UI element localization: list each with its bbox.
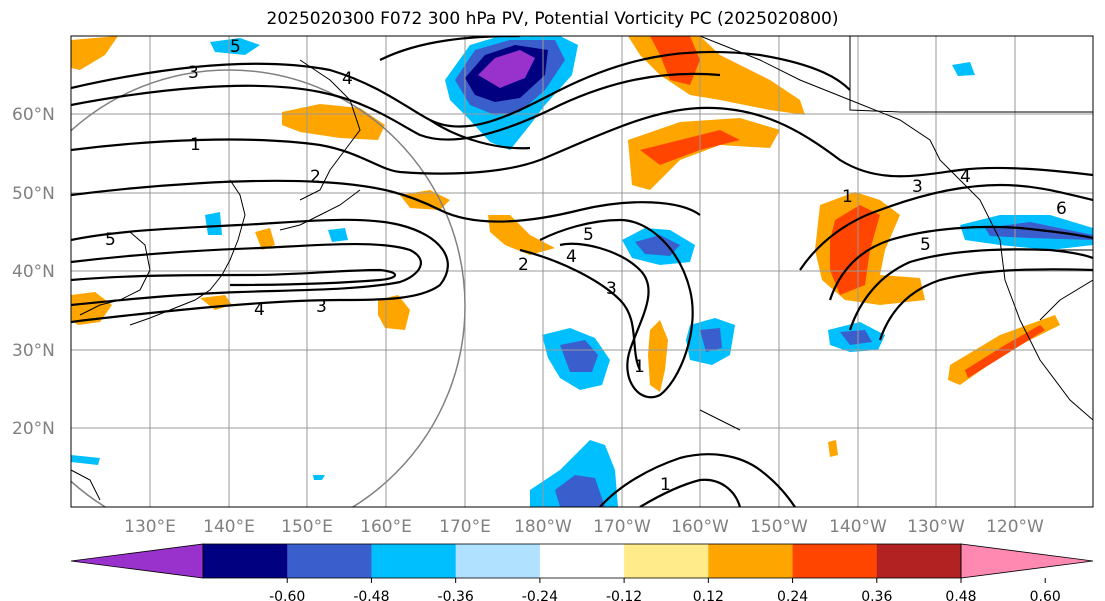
colorbar-tick-label: -0.12 (606, 589, 642, 601)
lon-label: 140°W (829, 517, 887, 537)
contour-label: 4 (960, 167, 971, 187)
colorbar-segment (371, 544, 457, 578)
colorbar-tick-label: 0.48 (945, 589, 976, 601)
contour-label: 2 (518, 255, 529, 275)
lon-label: 160°W (671, 517, 729, 537)
anomaly-negative (210, 38, 260, 55)
contour-label: 5 (230, 37, 241, 57)
anomaly-negative (840, 330, 872, 345)
colorbar-tick-label: 0.36 (861, 589, 892, 601)
colorbar-tick-label: -0.60 (269, 589, 305, 601)
lon-label: 130°E (124, 517, 176, 537)
contour-label: 3 (316, 297, 327, 317)
contour-label: 4 (566, 247, 577, 267)
anomaly-positive (628, 118, 780, 190)
anomaly-negative (328, 228, 348, 242)
contour-label: 6 (1056, 199, 1067, 219)
anomaly-negative (205, 212, 222, 235)
contour-label: 3 (912, 177, 923, 197)
anomaly-strong-positive (650, 36, 700, 85)
anomaly-positive (71, 36, 118, 70)
contour-label: 5 (583, 225, 594, 245)
contour-label: 2 (310, 167, 321, 187)
colorbar-tick-label: 0.12 (693, 589, 724, 601)
colorbar-extend-low (70, 543, 204, 579)
colorbar-segment (792, 544, 878, 578)
contour-label: 5 (920, 235, 931, 255)
range-circle (71, 69, 466, 507)
lon-label: 130°W (907, 517, 965, 537)
colorbar-segment (287, 544, 372, 578)
colorbar: -0.60 -0.48 -0.36 -0.24 -0.12 0.12 0.24 0.36 0.4… (70, 543, 1094, 601)
pv-contours (71, 36, 1093, 507)
anomaly-positive (488, 215, 555, 255)
lon-label: 150°E (281, 517, 333, 537)
colorbar-segment (708, 544, 794, 578)
colorbar-tick-label: 0.60 (1030, 589, 1061, 601)
anomaly-negative (952, 62, 975, 76)
anomaly-negative (635, 235, 680, 256)
contour-label: 1 (660, 475, 671, 495)
lon-label: 140°E (203, 517, 255, 537)
contour-label: 1 (634, 357, 645, 377)
colorbar-extend-high (960, 543, 1094, 579)
anomaly-negative (71, 455, 100, 465)
anomaly-positive (648, 320, 668, 392)
contour-label: 1 (190, 135, 201, 155)
anomaly-positive (828, 440, 838, 457)
anomaly-positive (255, 228, 275, 250)
lon-label: 180°W (514, 517, 572, 537)
contour-label: 1 (842, 187, 853, 207)
colorbar-tick-label: -0.24 (522, 589, 558, 601)
anomaly-strong-positive (965, 325, 1045, 378)
anomaly-negative (700, 328, 722, 352)
lon-label: 150°W (750, 517, 808, 537)
colorbar-segment (203, 544, 288, 578)
colorbar-segment (539, 544, 625, 578)
anomaly-negative (313, 475, 325, 480)
lat-label: 30°N (12, 341, 55, 361)
lon-label: 170°W (593, 517, 651, 537)
colorbar-segment (876, 544, 962, 578)
colorbar-segment (455, 544, 541, 578)
anomaly-negative (555, 475, 605, 507)
colorbar-outline (202, 543, 962, 579)
lon-label: 170°E (439, 517, 491, 537)
colorbar-tick-label: -0.36 (438, 589, 474, 601)
lat-label: 50°N (12, 184, 55, 204)
colorbar-tick-label: -0.48 (353, 589, 389, 601)
lat-axis: 60°N 50°N 40°N 30°N 20°N (12, 105, 55, 439)
map-title: 2025020300 F072 300 hPa PV, Potential Vo… (266, 9, 839, 29)
lon-label: 160°E (360, 517, 412, 537)
lon-axis: 130°E 140°E 150°E 160°E 170°E 180°W 170°… (124, 517, 1044, 537)
lat-label: 20°N (12, 419, 55, 439)
anomaly-extreme-negative (478, 50, 535, 88)
lat-label: 40°N (12, 262, 55, 282)
anomaly-negative (560, 340, 598, 372)
anomaly-strong-positive (640, 130, 740, 165)
contour-label: 4 (342, 69, 353, 89)
contour-label: 3 (606, 279, 617, 299)
contour-label: 5 (105, 230, 116, 250)
map-frame (70, 35, 1094, 508)
colorbar-tick-label: 0.24 (777, 589, 808, 601)
lat-label: 60°N (12, 105, 55, 125)
pv-shading (71, 36, 1093, 507)
lon-label: 120°W (986, 517, 1044, 537)
colorbar-segment (624, 544, 709, 578)
anomaly-positive (71, 292, 112, 325)
contour-labels: 3 4 5 1 2 5 3 4 2 5 4 3 1 1 3 4 5 6 1 (105, 37, 1067, 495)
contour-label: 4 (254, 300, 265, 320)
contour-label: 3 (188, 63, 199, 83)
